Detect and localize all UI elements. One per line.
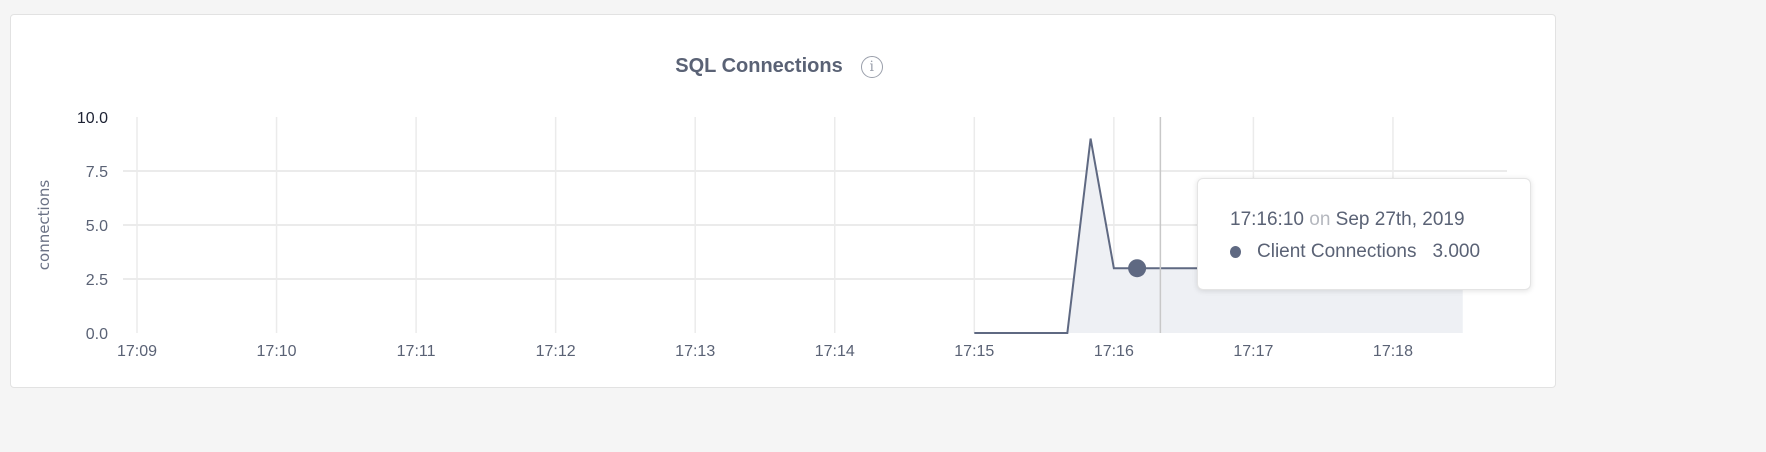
y-tick-label: 7.5 <box>86 164 108 181</box>
x-tick-label: 17:15 <box>954 343 994 360</box>
x-tick-label: 17:16 <box>1094 343 1134 360</box>
y-tick-label: 0.0 <box>86 326 108 343</box>
x-tick-label: 17:18 <box>1373 343 1413 360</box>
info-icon[interactable]: i <box>860 55 883 78</box>
x-tick-label: 17:14 <box>815 343 855 360</box>
tooltip-value: 3.000 <box>1432 241 1481 262</box>
series-dot-icon <box>1230 246 1241 258</box>
tooltip-time: 17:16:10 <box>1230 209 1304 230</box>
chart-tooltip: 17:16:10 on Sep 27th, 2019 Client Connec… <box>1197 178 1531 290</box>
chart-title: SQL Connections <box>675 55 843 78</box>
x-tick-label: 17:11 <box>397 343 436 360</box>
x-tick-label: 17:12 <box>536 343 576 360</box>
tooltip-header: 17:16:10 on Sep 27th, 2019 <box>1230 209 1530 231</box>
y-tick-label: 5.0 <box>86 218 108 235</box>
tooltip-on: on <box>1309 209 1331 230</box>
y-axis-label: connections <box>35 180 53 271</box>
x-tick-label: 17:17 <box>1233 343 1273 360</box>
x-tick-label: 17:10 <box>257 343 297 360</box>
tooltip-series: Client Connections <box>1257 241 1417 262</box>
tooltip-row: Client Connections 3.000 <box>1230 241 1530 263</box>
hover-point <box>1128 259 1147 278</box>
y-tick-label: 10.0 <box>77 110 108 127</box>
x-tick-label: 17:09 <box>117 343 157 360</box>
x-tick-label: 17:13 <box>675 343 715 360</box>
y-tick-label: 2.5 <box>86 272 108 289</box>
tooltip-date: Sep 27th, 2019 <box>1335 209 1465 230</box>
chart-title-row: SQL Connections i <box>11 55 1547 78</box>
